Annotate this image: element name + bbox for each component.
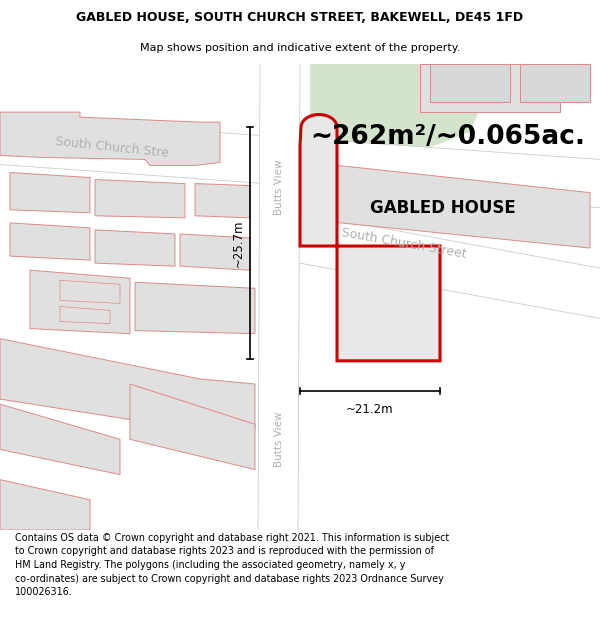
Polygon shape bbox=[0, 117, 600, 208]
Polygon shape bbox=[520, 64, 590, 102]
Polygon shape bbox=[95, 179, 185, 218]
Polygon shape bbox=[0, 112, 220, 166]
Text: Butts View: Butts View bbox=[274, 412, 284, 467]
Polygon shape bbox=[95, 230, 175, 266]
Polygon shape bbox=[300, 114, 440, 361]
Polygon shape bbox=[0, 479, 90, 530]
Polygon shape bbox=[310, 162, 590, 248]
Polygon shape bbox=[0, 404, 120, 474]
Text: South Church Stre: South Church Stre bbox=[55, 135, 170, 160]
Polygon shape bbox=[130, 384, 255, 469]
Polygon shape bbox=[60, 280, 120, 303]
Polygon shape bbox=[258, 64, 300, 530]
Text: South Church Street: South Church Street bbox=[340, 227, 467, 261]
Text: ~262m²/~0.065ac.: ~262m²/~0.065ac. bbox=[310, 124, 585, 150]
Polygon shape bbox=[10, 173, 90, 213]
Polygon shape bbox=[180, 234, 250, 270]
Text: GABLED HOUSE: GABLED HOUSE bbox=[370, 199, 516, 217]
Text: Map shows position and indicative extent of the property.: Map shows position and indicative extent… bbox=[140, 42, 460, 52]
Polygon shape bbox=[10, 223, 90, 260]
Polygon shape bbox=[60, 306, 110, 324]
Polygon shape bbox=[195, 184, 250, 218]
Polygon shape bbox=[420, 64, 560, 112]
Text: ~25.7m: ~25.7m bbox=[232, 219, 245, 267]
Text: GABLED HOUSE, SOUTH CHURCH STREET, BAKEWELL, DE45 1FD: GABLED HOUSE, SOUTH CHURCH STREET, BAKEW… bbox=[76, 11, 524, 24]
Polygon shape bbox=[300, 213, 600, 319]
Polygon shape bbox=[30, 270, 130, 334]
Text: Contains OS data © Crown copyright and database right 2021. This information is : Contains OS data © Crown copyright and d… bbox=[15, 533, 449, 598]
Polygon shape bbox=[430, 64, 510, 102]
Polygon shape bbox=[0, 339, 255, 429]
Polygon shape bbox=[310, 64, 500, 149]
Polygon shape bbox=[135, 282, 255, 334]
Text: Butts View: Butts View bbox=[274, 160, 284, 216]
Text: ~21.2m: ~21.2m bbox=[346, 402, 394, 416]
